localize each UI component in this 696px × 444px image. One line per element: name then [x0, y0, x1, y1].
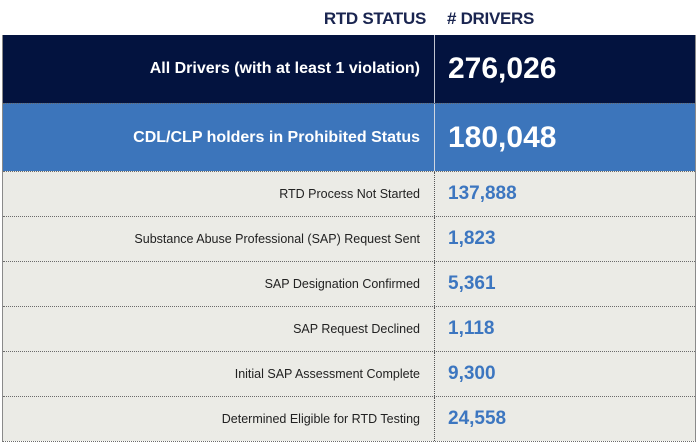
table-row-prohibited-status: CDL/CLP holders in Prohibited Status 180… — [3, 103, 695, 171]
row-value: 137,888 — [448, 183, 517, 204]
row-label: CDL/CLP holders in Prohibited Status — [3, 104, 435, 171]
row-value: 1,118 — [448, 318, 495, 339]
row-value: 276,026 — [448, 52, 557, 85]
row-value: 1,823 — [448, 228, 496, 249]
table-row-sap-request-declined: SAP Request Declined 1,118 — [3, 306, 695, 351]
row-value: 5,361 — [448, 273, 496, 294]
table-row-initial-sap-assessment: Initial SAP Assessment Complete 9,300 — [3, 351, 695, 396]
row-label: SAP Request Declined — [3, 307, 435, 351]
table-header: RTD STATUS # DRIVERS — [0, 0, 696, 35]
row-label: SAP Designation Confirmed — [3, 262, 435, 306]
row-label: Initial SAP Assessment Complete — [3, 352, 435, 396]
row-value: 24,558 — [448, 408, 507, 429]
table-row-all-drivers: All Drivers (with at least 1 violation) … — [3, 35, 695, 103]
row-value: 180,048 — [448, 120, 557, 154]
table-row-rtd-not-started: RTD Process Not Started 137,888 — [3, 171, 695, 216]
row-label: Determined Eligible for RTD Testing — [3, 397, 435, 441]
row-label: RTD Process Not Started — [3, 172, 435, 216]
table-row-sap-request-sent: Substance Abuse Professional (SAP) Reque… — [3, 216, 695, 261]
table-row-sap-designation-confirmed: SAP Designation Confirmed 5,361 — [3, 261, 695, 306]
row-label: All Drivers (with at least 1 violation) — [3, 35, 435, 103]
row-value: 9,300 — [448, 363, 496, 384]
row-label: Substance Abuse Professional (SAP) Reque… — [3, 217, 435, 261]
column-header-rtd-status: RTD STATUS — [323, 9, 426, 28]
column-header-drivers: # DRIVERS — [447, 9, 535, 28]
rtd-status-table: All Drivers (with at least 1 violation) … — [2, 35, 696, 442]
table-row-eligible-rtd-testing: Determined Eligible for RTD Testing 24,5… — [3, 396, 695, 441]
